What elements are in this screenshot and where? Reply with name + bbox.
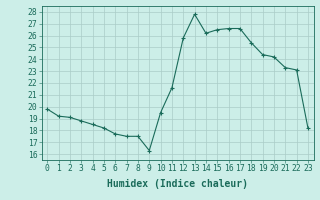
X-axis label: Humidex (Indice chaleur): Humidex (Indice chaleur) <box>107 179 248 189</box>
